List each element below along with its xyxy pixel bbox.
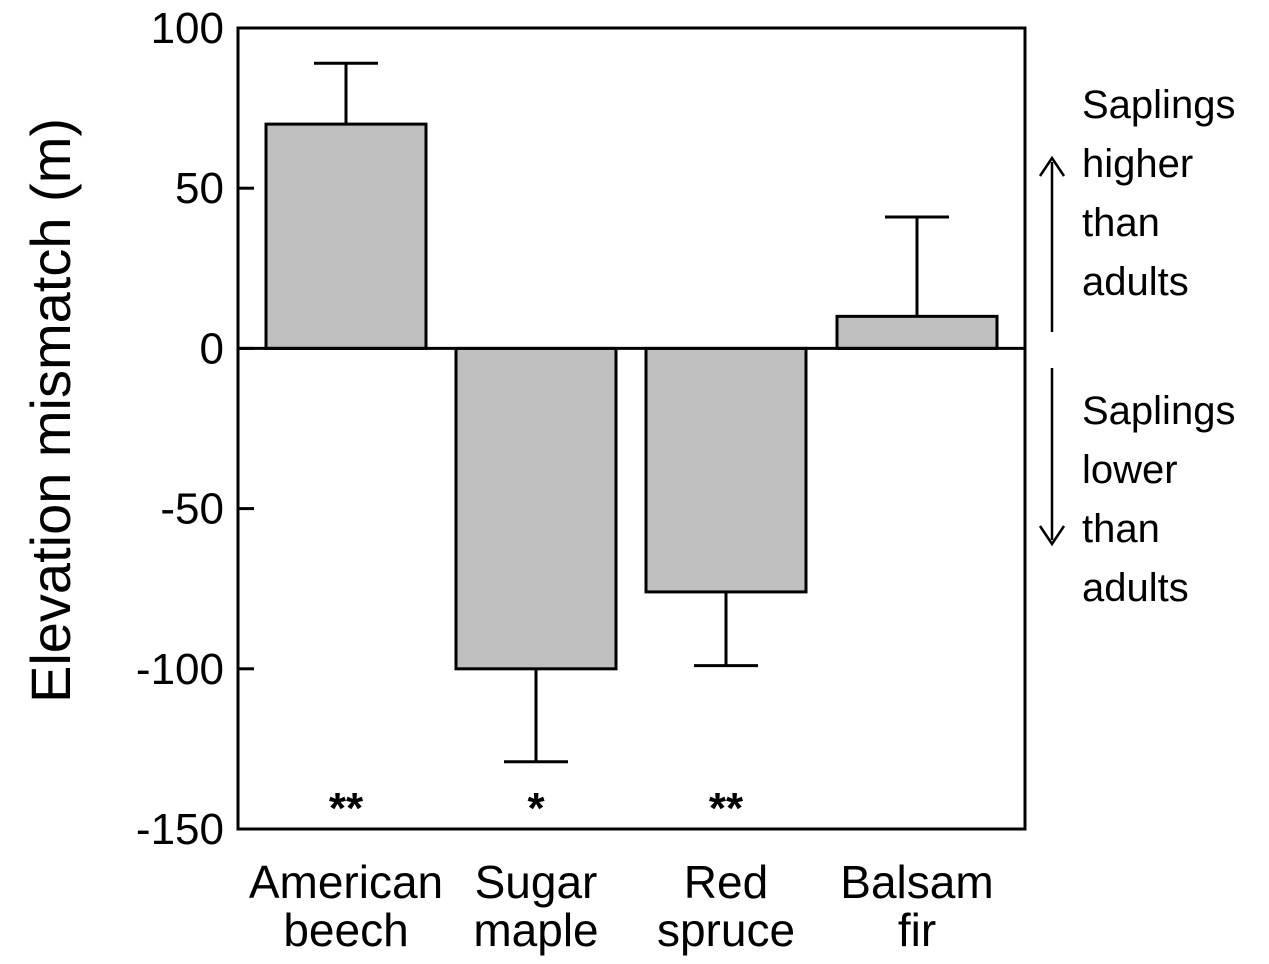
y-tick-label: -100: [136, 645, 224, 694]
bar: [264, 122, 428, 350]
annotation-above-zero: higher: [1082, 142, 1193, 186]
y-tick-label: 50: [175, 164, 224, 213]
annotation-above-zero: Saplings: [1082, 83, 1235, 127]
significance-marker: *: [527, 784, 545, 833]
plot-frame: [236, 26, 1027, 831]
y-tick-label: -150: [136, 805, 224, 854]
annotation-below-zero: lower: [1082, 448, 1178, 492]
bar: [835, 314, 999, 350]
x-category-label: fir: [898, 904, 936, 956]
annotation-above-zero: adults: [1082, 260, 1189, 304]
y-tick-label: -50: [160, 485, 224, 534]
y-tick-label: 0: [200, 324, 224, 373]
annotation-below-zero: Saplings: [1082, 389, 1235, 433]
annotation-below-zero: adults: [1082, 566, 1189, 610]
x-category-label: beech: [283, 904, 408, 956]
bar: [644, 346, 808, 594]
x-category-label: Sugar: [475, 856, 598, 908]
y-tick-label: 100: [151, 4, 224, 53]
y-axis-label: Elevation mismatch (m): [19, 118, 82, 703]
x-category-label: Red: [684, 856, 768, 908]
x-category-label: Balsam: [840, 856, 993, 908]
annotation-below-zero: than: [1082, 507, 1160, 551]
x-category-label: maple: [473, 904, 598, 956]
x-category-label: American: [249, 856, 443, 908]
x-category-label: spruce: [657, 904, 795, 956]
significance-marker: **: [329, 784, 364, 833]
bar: [454, 346, 618, 671]
annotation-above-zero: than: [1082, 201, 1160, 245]
arrow-down-icon: [1038, 525, 1066, 547]
arrow-up-icon: [1038, 155, 1066, 177]
significance-marker: **: [709, 784, 744, 833]
